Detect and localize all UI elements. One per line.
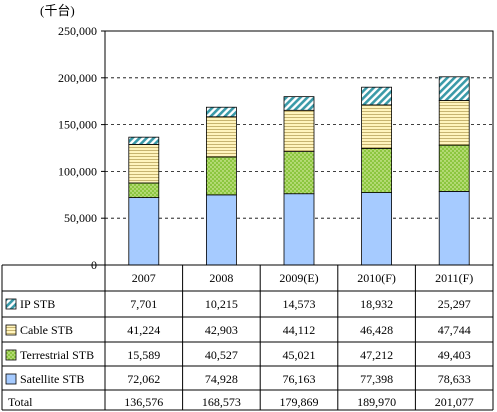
unit-label: (千台) — [40, 3, 75, 18]
data-label: 10,215 — [205, 297, 238, 311]
bar-segment-satellite-stb — [438, 190, 470, 266]
data-label: 74,928 — [205, 372, 238, 386]
data-label: 14,573 — [283, 297, 316, 311]
bar-segment-satellite-stb — [128, 197, 160, 266]
bar-segment-cable-stb — [438, 100, 470, 146]
legend-swatch-cable-stb — [5, 324, 17, 336]
data-label: 46,428 — [360, 323, 393, 337]
y-tick-label: 250,000 — [58, 24, 97, 38]
data-label: 18,932 — [360, 297, 393, 311]
bar-segment-cable-stb — [361, 104, 393, 149]
bar-segment-satellite-stb — [283, 193, 315, 266]
total-value: 189,970 — [357, 395, 396, 409]
x-tick-label: 2007 — [132, 271, 156, 285]
bar-segment-terrestrial-stb — [205, 156, 237, 196]
y-tick-label: 50,000 — [64, 211, 97, 225]
data-label: 15,589 — [127, 348, 160, 362]
data-label: 44,112 — [283, 323, 316, 337]
data-label: 7,701 — [130, 297, 157, 311]
bar-segment-cable-stb — [205, 116, 237, 158]
x-tick-label: 2009(E) — [279, 271, 318, 285]
total-value: 168,573 — [202, 395, 241, 409]
bar-segment-ip-stb — [283, 96, 315, 111]
data-label: 78,633 — [438, 372, 471, 386]
bar-segment-terrestrial-stb — [438, 144, 470, 192]
total-value: 136,576 — [124, 395, 163, 409]
legend-label: Satellite STB — [20, 372, 84, 386]
total-value: 179,869 — [280, 395, 319, 409]
data-label: 76,163 — [283, 372, 316, 386]
data-label: 40,527 — [205, 348, 238, 362]
data-label: 45,021 — [283, 348, 316, 362]
data-label: 41,224 — [127, 323, 160, 337]
bar-segment-satellite-stb — [205, 194, 237, 266]
bar-segment-cable-stb — [128, 143, 160, 184]
data-label: 77,398 — [360, 372, 393, 386]
legend-swatch-terrestrial-stb — [5, 349, 17, 361]
legend-label: IP STB — [20, 297, 55, 311]
data-label: 47,212 — [360, 348, 393, 362]
bar-segment-ip-stb — [205, 106, 237, 118]
legend-swatch-satellite-stb — [5, 373, 17, 385]
data-label: 25,297 — [438, 297, 471, 311]
data-label: 42,903 — [205, 323, 238, 337]
data-label: 47,744 — [438, 323, 471, 337]
bar-segment-terrestrial-stb — [128, 182, 160, 198]
legend-label: Terrestrial STB — [20, 348, 94, 362]
bar-segment-cable-stb — [283, 109, 315, 152]
bar-segment-terrestrial-stb — [361, 147, 393, 193]
legend-label: Cable STB — [20, 323, 73, 337]
data-label: 72,062 — [127, 372, 160, 386]
bar-segment-satellite-stb — [361, 192, 393, 266]
y-tick-label: 200,000 — [58, 71, 97, 85]
x-tick-label: 2010(F) — [357, 271, 396, 285]
bar-segment-ip-stb — [128, 136, 160, 145]
bar-segment-ip-stb — [361, 86, 393, 106]
bar-segment-ip-stb — [438, 76, 470, 101]
x-tick-label: 2008 — [209, 271, 233, 285]
total-value: 201,077 — [435, 395, 474, 409]
y-tick-label: 150,000 — [58, 118, 97, 132]
data-label: 49,403 — [438, 348, 471, 362]
x-tick-label: 2011(F) — [435, 271, 473, 285]
total-label: Total — [8, 395, 33, 409]
legend-swatch-ip-stb — [5, 298, 17, 310]
y-tick-label: 100,000 — [58, 164, 97, 178]
bar-segment-terrestrial-stb — [283, 151, 315, 195]
